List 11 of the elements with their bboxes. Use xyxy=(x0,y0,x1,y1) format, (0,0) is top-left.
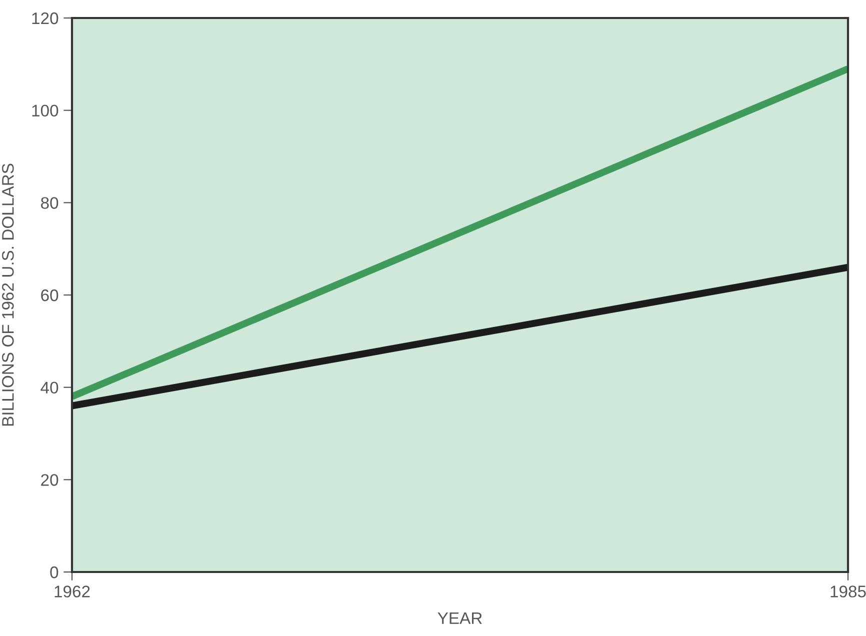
y-tick-label: 0 xyxy=(50,566,58,578)
y-axis-title: BILLIONS OF 1962 U.S. DOLLARS xyxy=(2,164,14,426)
y-tick-label: 100 xyxy=(32,104,58,117)
y-tick-label: 80 xyxy=(40,197,58,209)
x-axis-title: YEAR xyxy=(438,612,482,624)
y-tick-label: 60 xyxy=(41,289,58,302)
y-tick-label: 120 xyxy=(32,12,58,24)
y-tick-label: 20 xyxy=(41,474,58,486)
x-tick-label: 1962 xyxy=(54,586,90,598)
x-tick-label: 1985 xyxy=(830,586,866,598)
y-tick-label: 40 xyxy=(40,382,58,394)
